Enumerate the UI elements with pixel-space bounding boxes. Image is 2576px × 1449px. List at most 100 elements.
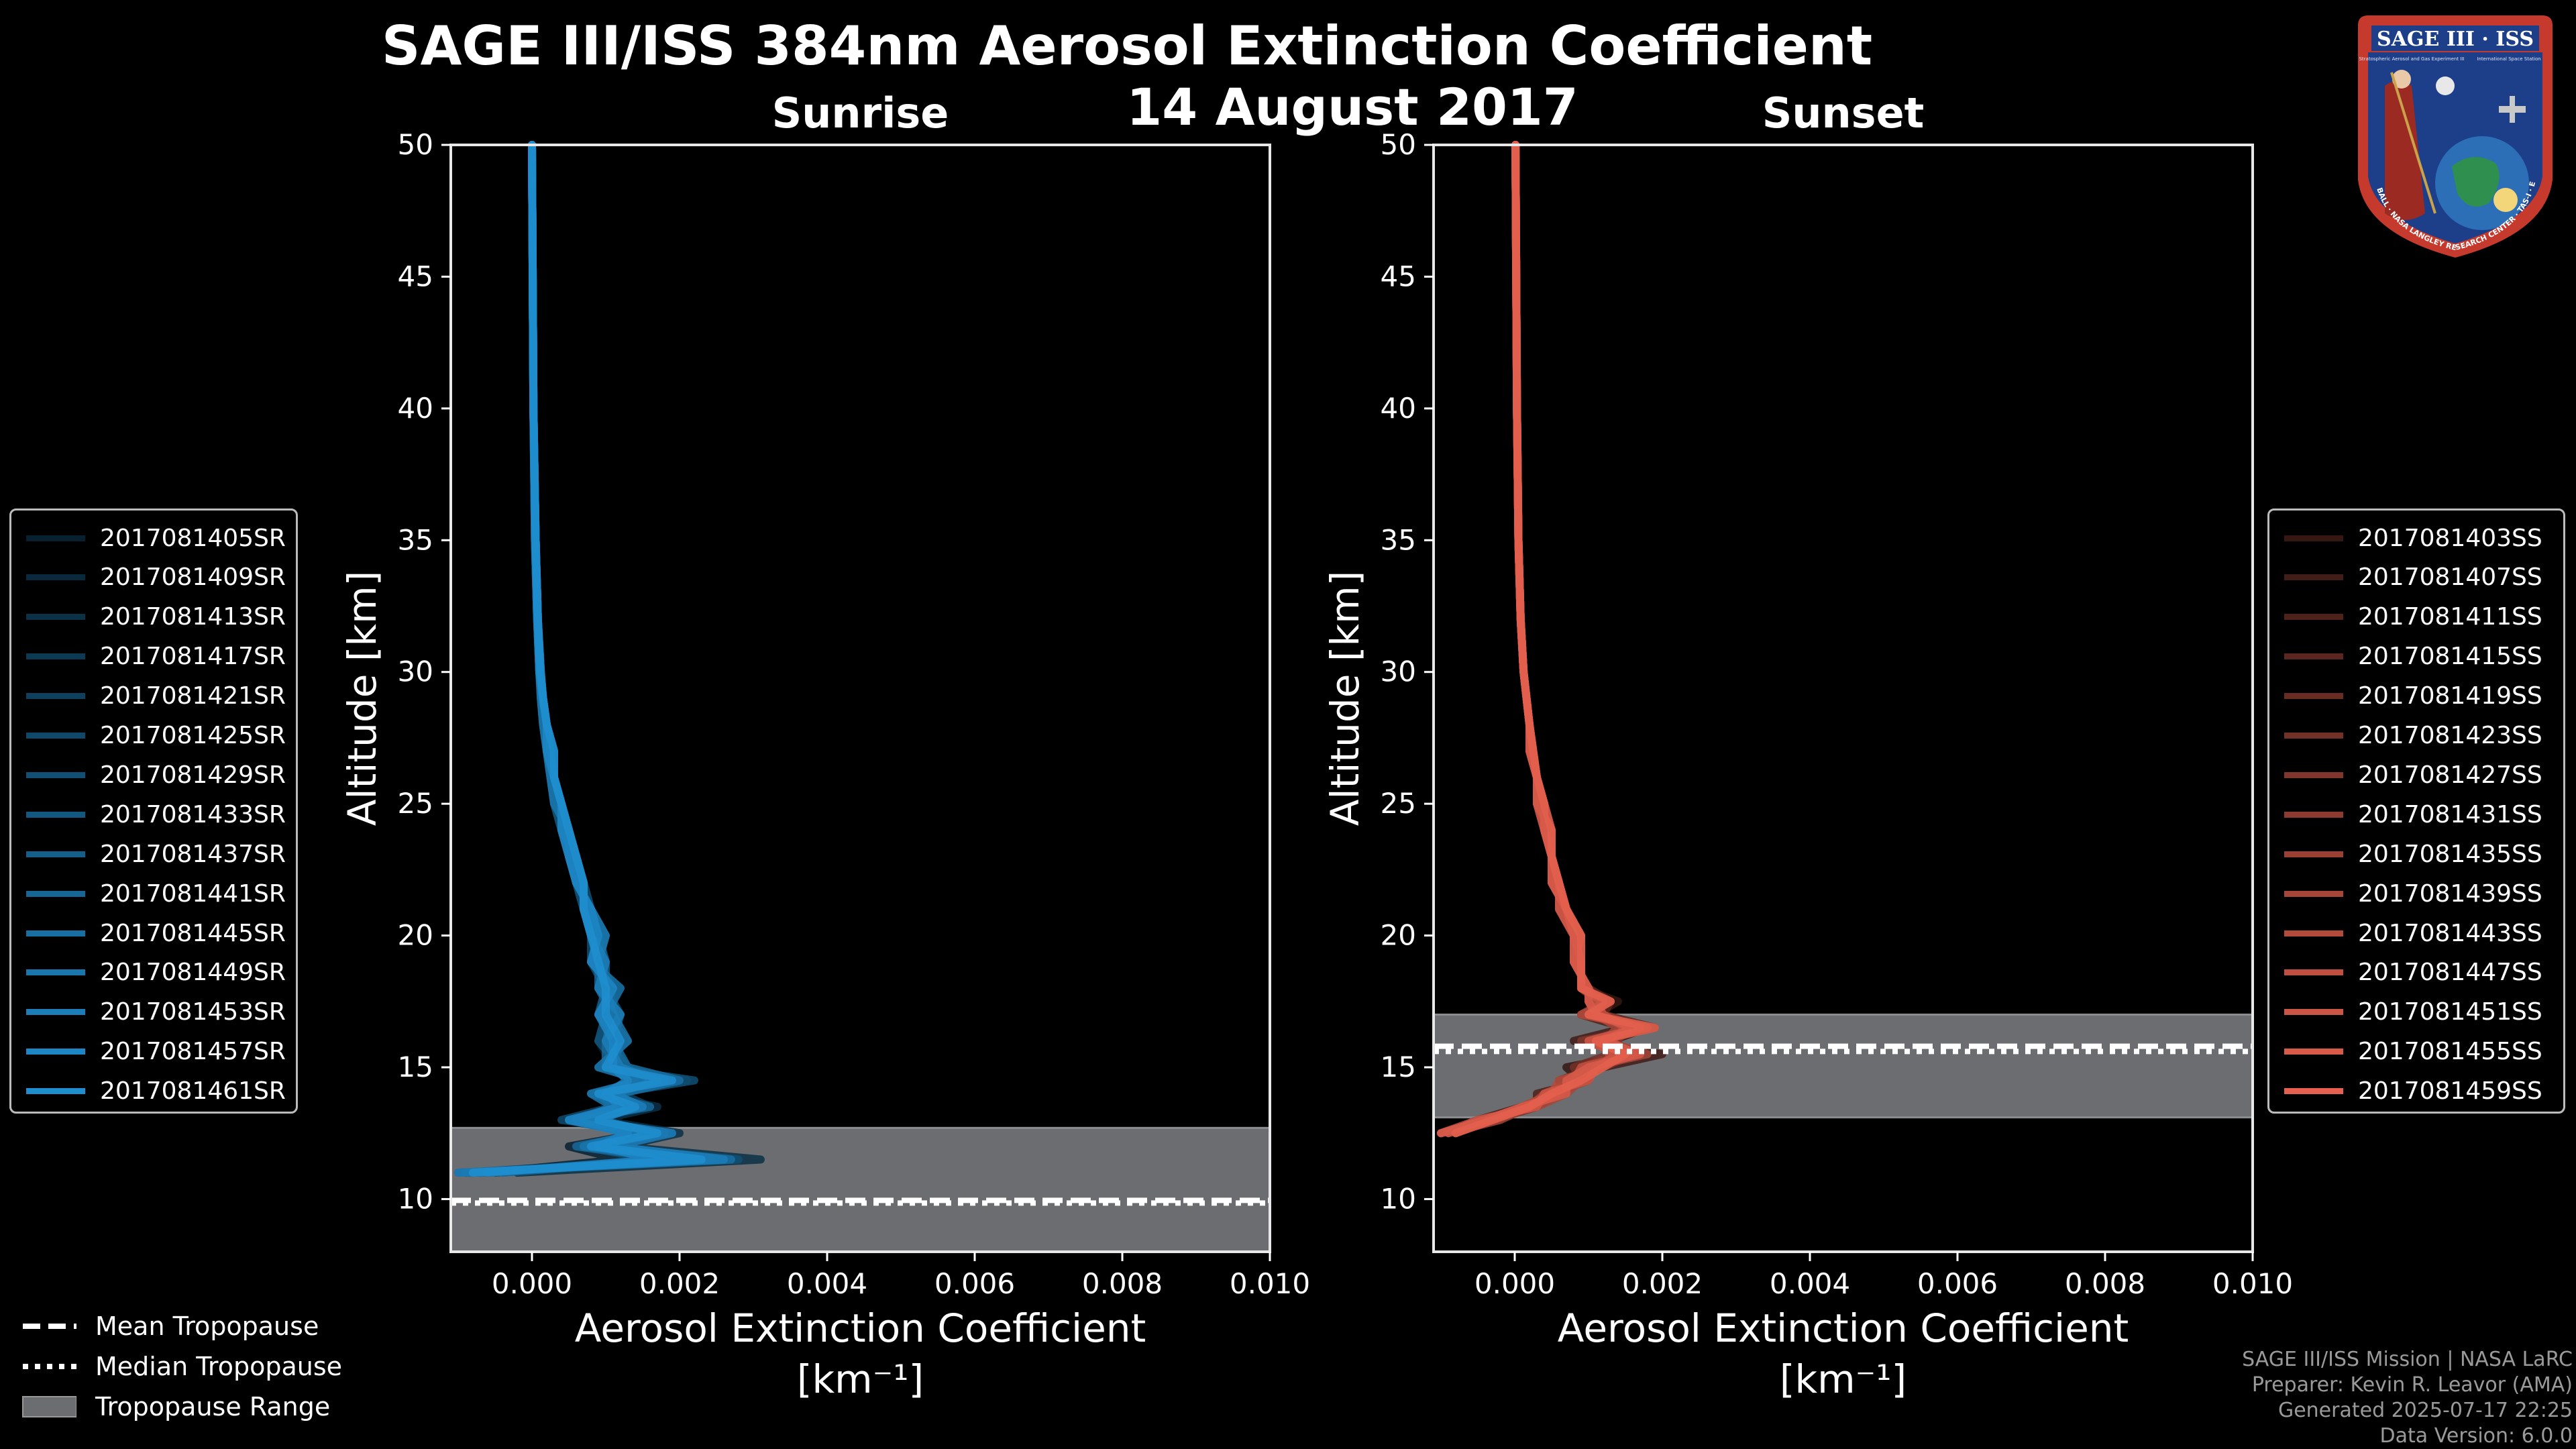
legend-swatch [26,574,85,581]
legend-entry-2017081403SS: 2017081403SS [2269,519,2542,557]
legend-entry-2017081413SR: 2017081413SR [11,598,286,637]
legend-entry-2017081419SS: 2017081419SS [2269,677,2542,716]
legend-entry-2017081439SS: 2017081439SS [2269,874,2542,913]
legend-label: 2017081413SR [100,603,286,631]
y-tick-label: 50 [398,128,433,161]
legend-entry-2017081441SR: 2017081441SR [11,874,286,913]
legend-swatch [26,969,85,976]
y-tick-label: 25 [1381,787,1416,820]
figure-title-line2: 14 August 2017 [1126,77,1578,137]
legend-label: 2017081457SR [100,1038,286,1066]
legend-entry-2017081459SS: 2017081459SS [2269,1072,2542,1111]
y-tick-label: 15 [398,1051,433,1083]
legend-label: 2017081417SR [100,643,286,671]
legend-swatch [2284,811,2343,818]
legend-entry-2017081433SR: 2017081433SR [11,795,286,834]
legend-swatch [2284,1049,2343,1055]
plot-frame [1432,144,2254,1253]
legend-swatch [2284,969,2343,976]
legend-swatch [26,653,85,660]
legend-entry-2017081417SR: 2017081417SR [11,637,286,676]
legend-entry-2017081427SS: 2017081427SS [2269,755,2542,794]
credit-generated: Generated 2025-07-17 22:25 [2277,1399,2573,1422]
legend-label: 2017081425SR [100,722,286,749]
legend-label: 2017081405SR [100,524,286,552]
legend-label: 2017081461SR [100,1077,286,1106]
legend-label: 2017081407SS [2358,564,2542,592]
legend-label: 2017081409SR [100,564,286,592]
legend-entry-2017081437SR: 2017081437SR [11,835,286,873]
dashed-line-icon [23,1324,76,1329]
x-tick-label: 0.002 [639,1267,720,1300]
profile-line-2017081459SS [1452,141,1659,1138]
legend-mean-tropopause: Mean Tropopause [20,1307,319,1346]
x-tick-label: 0.000 [1474,1267,1555,1300]
x-tick-label: 0.006 [1917,1267,1998,1300]
y-tick-label: 20 [398,919,433,952]
x-tick-label: 0.002 [1622,1267,1703,1300]
legend-label: 2017081441SR [100,879,286,908]
logo-moon [2436,76,2455,95]
legend-entry-2017081449SR: 2017081449SR [11,953,286,992]
x-tick-label: 0.004 [1770,1267,1850,1300]
legend-swatch [26,930,85,936]
legend-entry-2017081453SR: 2017081453SR [11,993,286,1032]
y-tick-label: 40 [1381,392,1416,425]
sunset-panel: 10 15 20 25 30 35 40 45 50 0.000 0.002 0.004 0.006 0.… [1322,89,2293,1402]
credit-mission: SAGE III/ISS Mission | NASA LaRC [2242,1348,2573,1371]
logo-subtitle-left: Stratospheric Aerosol and Gas Experiment… [2359,56,2464,62]
legend-entry-2017081431SS: 2017081431SS [2269,795,2542,834]
y-tick-label: 30 [1381,655,1416,688]
y-tick-label: 35 [398,523,433,556]
legend-label: 2017081439SS [2358,879,2542,908]
legend-label: 2017081437SR [100,840,286,868]
x-axis-label: Aerosol Extinction Coefficient [575,1305,1146,1351]
legend-label: 2017081429SR [100,761,286,789]
credit-preparer: Preparer: Kevin R. Leavor (AMA) [2251,1373,2573,1397]
y-tick-label: 35 [1381,523,1416,556]
logo-staff [2390,72,2436,214]
logo-title: SAGE III · ISS [2377,28,2534,51]
legend-swatch [2284,1009,2343,1016]
tropopause-legend: Mean Tropopause Median Tropopause Tropop… [20,1307,396,1428]
legend-entry-2017081457SR: 2017081457SR [11,1032,286,1071]
sage-iii-iss-mission-logo: SAGE III · ISS Stratospheric Aerosol and… [2345,12,2553,258]
legend-entry-2017081409SR: 2017081409SR [11,558,286,597]
legend-entry-2017081445SR: 2017081445SR [11,914,286,953]
legend-entry-2017081423SS: 2017081423SS [2269,716,2542,755]
legend-swatch [26,1049,85,1055]
x-tick-label: 0.008 [2065,1267,2145,1300]
legend-swatch [2284,930,2343,936]
figure-title-line1: SAGE III/ISS 384nm Aerosol Extinction Co… [382,15,1872,77]
legend-label: 2017081435SS [2358,840,2542,868]
legend-label: 2017081423SS [2358,722,2542,749]
dotted-line-icon [23,1364,76,1369]
legend-swatch [26,733,85,739]
legend-tropopause-range: Tropopause Range [20,1387,330,1426]
legend-swatch [26,1088,85,1095]
legend-swatch [26,890,85,897]
legend-label: 2017081449SR [100,959,286,987]
legend-entry-2017081461SR: 2017081461SR [11,1072,286,1111]
sunrise-legend: 2017081405SR 2017081409SR 2017081413SR 2017… [9,508,298,1114]
range-swatch-icon [22,1396,76,1417]
y-tick-label: 15 [1381,1051,1416,1083]
sunset-legend: 2017081403SS 2017081407SS 2017081411SS 2017… [2267,508,2565,1114]
legend-swatch [26,535,85,541]
x-tick-label: 0.004 [787,1267,867,1300]
legend-label: 2017081455SS [2358,1038,2542,1066]
legend-entry-2017081451SS: 2017081451SS [2269,993,2542,1032]
legend-label: 2017081433SR [100,800,286,828]
legend-label: 2017081443SS [2358,919,2542,947]
legend-swatch [2284,733,2343,739]
y-tick-label: 10 [1381,1182,1416,1215]
x-tick-label: 0.000 [492,1267,572,1300]
legend-entry-2017081447SS: 2017081447SS [2269,953,2542,992]
legend-swatch [2284,1088,2343,1095]
plot-frame [449,144,1271,1253]
legend-label: 2017081421SR [100,682,286,710]
legend-swatch [26,614,85,621]
legend-label: 2017081431SS [2358,800,2542,828]
x-axis-label: Aerosol Extinction Coefficient [1558,1305,2129,1351]
